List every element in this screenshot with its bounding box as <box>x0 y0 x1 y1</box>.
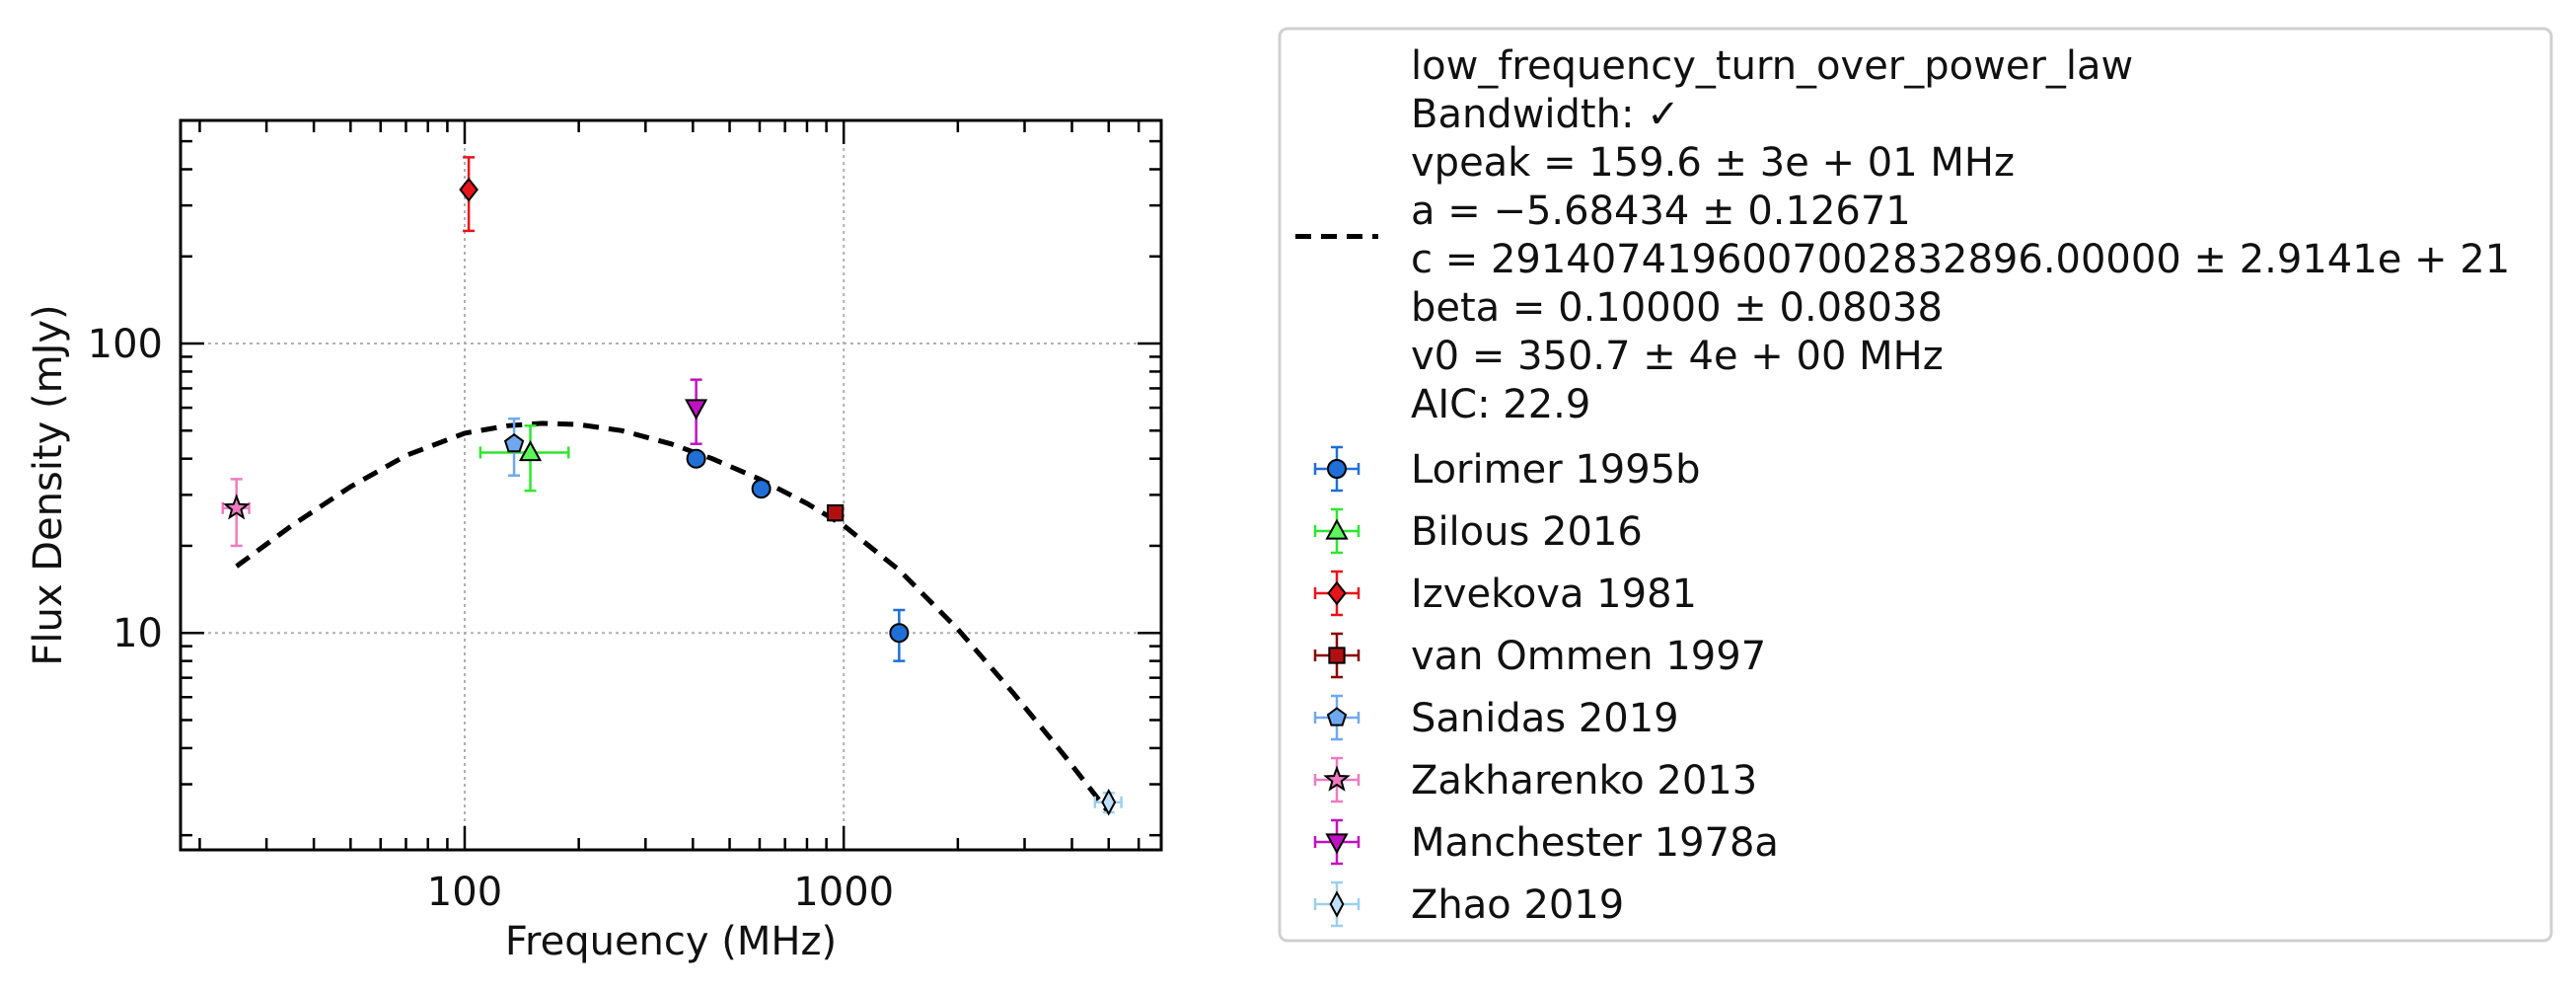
x-axis-label: Frequency (MHz) <box>505 919 837 964</box>
legend-entry: Izvekova 1981 <box>1313 570 1697 617</box>
data-point <box>1093 788 1123 816</box>
legend-label: Bilous 2016 <box>1411 509 1643 555</box>
marker-triangle-up <box>518 440 543 462</box>
marker-star <box>1323 765 1351 792</box>
series-van-ommen-1997 <box>826 503 845 522</box>
marker-thin-diamond <box>1329 890 1345 918</box>
marker-square <box>826 503 845 522</box>
data-point <box>685 378 708 445</box>
legend-label: Sanidas 2019 <box>1411 696 1679 741</box>
marker-thin-diamond <box>1101 788 1117 816</box>
data-point <box>889 608 910 662</box>
legend-label: Manchester 1978a <box>1411 820 1779 866</box>
y-tick-label: 10 <box>112 611 163 656</box>
marker-star <box>222 494 251 520</box>
marker-diamond <box>459 177 478 202</box>
legend-entry: Zhao 2019 <box>1313 880 1624 928</box>
legend-fit-text: c = 2914074196007002832896.00000 ± 2.914… <box>1411 237 2510 282</box>
legend-fit-text: AIC: 22.9 <box>1411 382 1590 427</box>
legend-entry: Lorimer 1995b <box>1313 445 1701 493</box>
y-axis-label: Flux Density (mJy) <box>26 304 71 665</box>
grid-lines <box>181 120 1161 850</box>
legend-fit-text: vpeak = 159.6 ± 3e + 01 MHz <box>1411 140 2015 186</box>
fit-curve-layer <box>235 420 1111 814</box>
x-tick-label: 1000 <box>793 870 894 915</box>
legend-entry: Manchester 1978a <box>1313 818 1779 866</box>
marker-triangle-down <box>1325 833 1349 855</box>
data-point <box>826 503 845 522</box>
series-bilous-2016 <box>478 424 570 493</box>
legend-entry: Bilous 2016 <box>1313 507 1643 555</box>
data-point <box>478 424 570 493</box>
axis-ticks: 100 1000 10 100 <box>88 120 1161 915</box>
marker-diamond <box>1327 580 1347 606</box>
fit-curve <box>235 420 1111 814</box>
data-point <box>459 156 478 233</box>
data-point <box>221 478 251 548</box>
marker-square <box>1328 647 1346 664</box>
legend-fit-text: beta = 0.10000 ± 0.08038 <box>1411 285 1943 331</box>
data-point <box>686 448 706 469</box>
legend-entry: van Ommen 1997 <box>1313 632 1766 679</box>
marker-circle <box>751 479 772 499</box>
plot-frame <box>179 118 1163 852</box>
y-tick-label: 100 <box>88 322 163 367</box>
series-lorimer-1995b <box>686 448 910 662</box>
legend-box <box>1278 27 2553 943</box>
series-izvekova-1981 <box>459 156 478 233</box>
legend-fit-text: a = −5.68434 ± 0.12671 <box>1411 189 1911 234</box>
legend-label: Lorimer 1995b <box>1411 447 1701 493</box>
data-point <box>751 479 772 499</box>
marker-pentagon <box>503 432 525 453</box>
marker-pentagon <box>1326 707 1348 726</box>
legend-fit-text: low_frequency_turn_over_power_law <box>1411 43 2133 89</box>
marker-triangle-up <box>1325 518 1349 540</box>
legend-label: Zakharenko 2013 <box>1411 758 1757 803</box>
legend-entry: Sanidas 2019 <box>1313 694 1679 741</box>
legend-fit-text: v0 = 350.7 ± 4e + 00 MHz <box>1411 334 1944 379</box>
legend-fit-text: Bandwidth: ✓ <box>1411 92 1680 137</box>
marker-triangle-down <box>685 399 708 420</box>
marker-circle <box>1327 459 1347 479</box>
marker-circle <box>889 623 910 644</box>
x-tick-label: 100 <box>427 870 502 915</box>
data-point <box>503 417 525 477</box>
legend-label: Izvekova 1981 <box>1411 572 1697 617</box>
legend-label: van Ommen 1997 <box>1411 634 1766 679</box>
series-zhao-2019 <box>1093 788 1123 816</box>
legend: low_frequency_turn_over_power_lawBandwid… <box>1278 27 2553 943</box>
series-sanidas-2019 <box>503 417 525 477</box>
series-zakharenko-2013 <box>221 478 251 548</box>
legend-entry: Zakharenko 2013 <box>1313 756 1757 803</box>
series-manchester-1978a <box>685 378 708 445</box>
data-points <box>221 156 1123 816</box>
legend-label: Zhao 2019 <box>1411 882 1624 928</box>
marker-circle <box>686 448 706 469</box>
